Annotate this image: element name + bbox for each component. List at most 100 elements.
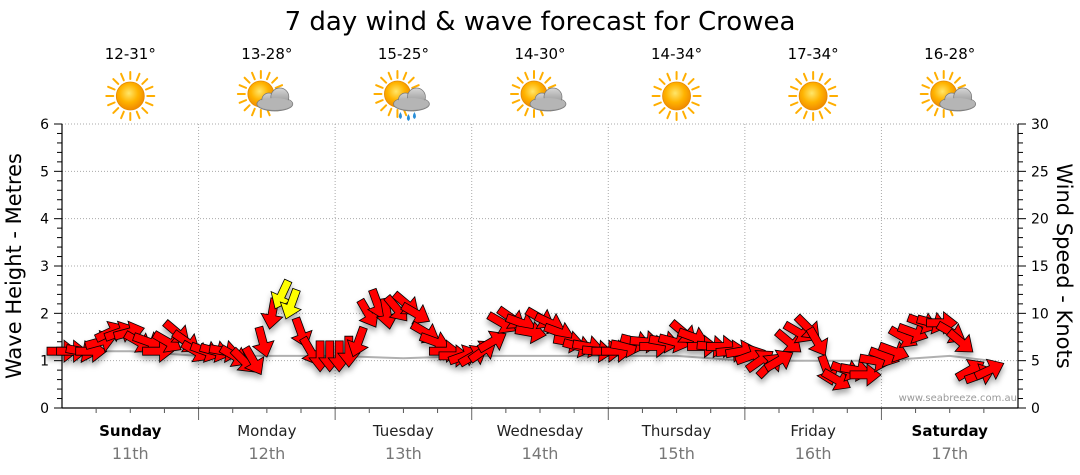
- sun-ray: [511, 99, 521, 104]
- cloud-shape: [256, 87, 294, 112]
- wind-arrow: [773, 328, 802, 353]
- sun-ray: [682, 110, 687, 120]
- day-temperature: 17-34°: [788, 45, 839, 63]
- sun-ray: [144, 101, 154, 107]
- sun-ray: [926, 76, 934, 84]
- partly-cloudy-icon: [236, 70, 294, 118]
- partly-cloudy-icon: [919, 70, 977, 118]
- sun-ray: [824, 78, 832, 85]
- day-temperature: 16-28°: [924, 45, 975, 63]
- sun-ray: [516, 76, 524, 84]
- sun-ray: [818, 72, 824, 82]
- watermark: www.seabreeze.com.au: [899, 393, 1017, 404]
- sun-ray: [789, 85, 799, 91]
- sun-ray: [954, 76, 961, 84]
- wind-arrow: [820, 368, 851, 391]
- day-temperature: 14-34°: [651, 45, 702, 63]
- sun-ray: [107, 101, 116, 107]
- chart-axes: 0 1 2 3 4 5 6 0 5 10 15 20 25 30: [40, 117, 1049, 420]
- day-name-tuesday: Tuesday: [372, 422, 434, 440]
- day-date: 13th: [385, 444, 422, 463]
- sunny-icon: [105, 71, 156, 121]
- cloud-shape: [393, 87, 430, 112]
- day-date: 17th: [931, 444, 968, 463]
- rain-drop: [412, 112, 416, 119]
- sun-ray: [691, 85, 700, 91]
- sun-ray: [957, 84, 966, 89]
- y-tick-left: 3: [40, 259, 49, 275]
- weather-icons: [105, 70, 977, 121]
- sun-ray: [539, 71, 544, 81]
- day-temperature: 12-31°: [105, 45, 156, 63]
- sun-ray: [658, 78, 666, 85]
- sun-ray: [524, 71, 529, 81]
- sun-ray: [827, 85, 837, 91]
- sun-ray: [682, 72, 687, 82]
- sun-disc: [662, 81, 691, 111]
- sun-ray: [380, 104, 388, 112]
- sun-ray: [144, 85, 154, 91]
- sun-ray: [802, 110, 808, 120]
- wind-arrow: [270, 278, 293, 310]
- sun-ray: [687, 107, 695, 114]
- sun-ray: [827, 101, 837, 107]
- wind-arrow: [896, 321, 929, 344]
- chart-title: 7 day wind & wave forecast for Crowea: [285, 7, 796, 37]
- sun-ray: [141, 107, 149, 114]
- day-name-friday: Friday: [790, 422, 836, 440]
- day-date: 12th: [248, 444, 285, 463]
- wind-arrow: [241, 345, 265, 376]
- wind-arrow: [973, 358, 1005, 381]
- sun-ray: [789, 101, 799, 107]
- sun-ray: [516, 104, 524, 112]
- cloud-shape: [529, 87, 567, 112]
- wind-arrows-series: [46, 278, 1005, 391]
- sun-ray: [407, 76, 415, 84]
- y-tick-right: 5: [1031, 354, 1040, 370]
- day-name-saturday: Saturday: [912, 422, 989, 440]
- sun-ray: [107, 85, 116, 91]
- day-temperature: 15-25°: [378, 45, 429, 63]
- wind-arrow: [346, 325, 369, 358]
- sun-disc: [798, 81, 828, 111]
- sun-ray: [933, 71, 939, 81]
- sun-ray: [802, 72, 808, 82]
- y-tick-right: 20: [1031, 212, 1049, 228]
- sunny-icon: [788, 71, 839, 121]
- wind-arrow: [251, 325, 275, 358]
- sun-ray: [112, 107, 120, 114]
- wind-arrow: [805, 326, 829, 357]
- y-tick-left: 4: [40, 212, 49, 228]
- sunny-icon: [651, 71, 702, 121]
- day-name-thursday: Thursday: [641, 422, 712, 440]
- y-tick-left: 1: [40, 354, 49, 370]
- sun-ray: [274, 84, 284, 89]
- day-date: 16th: [795, 444, 832, 463]
- wind-arrow: [849, 363, 882, 387]
- sun-ray: [387, 107, 393, 117]
- sun-ray: [120, 72, 125, 82]
- y-tick-left: 2: [40, 306, 49, 322]
- rain-drop: [398, 112, 402, 119]
- shower-icon: [373, 70, 430, 121]
- sun-ray: [948, 71, 954, 81]
- wind-arrow: [400, 301, 431, 325]
- sun-ray: [380, 76, 388, 84]
- sun-ray: [112, 78, 120, 85]
- sun-ray: [375, 99, 384, 104]
- y-tick-right: 15: [1031, 259, 1049, 275]
- sun-ray: [387, 71, 393, 81]
- sun-ray: [243, 76, 251, 84]
- sun-ray: [795, 107, 803, 114]
- sun-ray: [691, 101, 700, 107]
- sun-ray: [666, 110, 672, 120]
- sun-ray: [271, 76, 279, 84]
- y-axis-right-label: Wind Speed - Knots: [1052, 163, 1076, 368]
- sun-ray: [265, 71, 271, 81]
- chart-grid: [62, 123, 1018, 408]
- sun-ray: [687, 78, 695, 85]
- wind-arrow: [476, 330, 507, 354]
- day-temperature: 13-28°: [241, 45, 292, 63]
- sun-ray: [658, 107, 666, 114]
- sun-ray: [824, 107, 832, 114]
